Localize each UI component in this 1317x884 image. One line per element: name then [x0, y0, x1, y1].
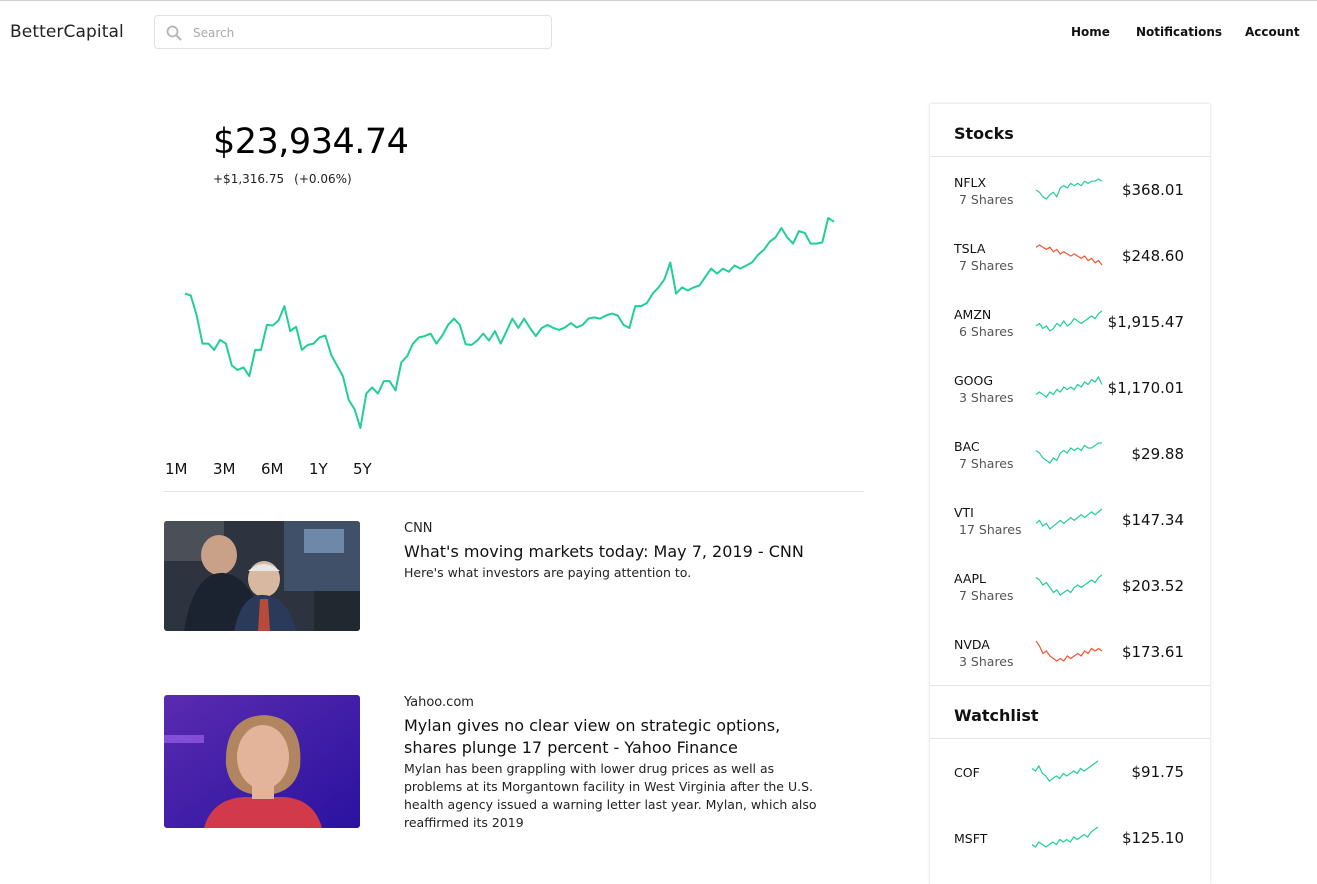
- watchlist-symbol: COF: [954, 765, 980, 780]
- watchlist-heading: Watchlist: [954, 706, 1039, 725]
- stock-shares: 3 Shares: [959, 654, 1014, 669]
- search-input[interactable]: [191, 22, 535, 44]
- stock-price: $173.61: [1121, 643, 1184, 661]
- watchlist-divider: [930, 738, 1210, 739]
- stock-sparkline: [1035, 640, 1103, 662]
- stock-price: $1,915.47: [1107, 313, 1184, 331]
- stock-price: $1,170.01: [1107, 379, 1184, 397]
- stock-shares: 3 Shares: [959, 390, 1014, 405]
- stock-row-goog[interactable]: GOOG 3 Shares $1,170.01: [930, 355, 1210, 421]
- app-logo[interactable]: BetterCapital: [10, 22, 124, 42]
- stock-row-aapl[interactable]: AAPL 7 Shares $203.52: [930, 553, 1210, 619]
- range-1y[interactable]: 1Y: [309, 460, 328, 478]
- sparkline-line: [1035, 508, 1103, 530]
- sparkline-line: [1035, 640, 1103, 662]
- watchlist-row-msft[interactable]: MSFT $125.10: [930, 805, 1210, 871]
- stock-row-bac[interactable]: BAC 7 Shares $29.88: [930, 421, 1210, 487]
- search-icon: [166, 25, 182, 41]
- sparkline-line: [1035, 178, 1103, 200]
- stock-price: $203.52: [1121, 577, 1184, 595]
- sparkline-line: [1031, 826, 1099, 848]
- stocks-heading: Stocks: [954, 124, 1014, 143]
- stock-symbol: AMZN: [954, 307, 992, 322]
- portfolio-change: +$1,316.75 (+0.06%): [213, 172, 352, 186]
- news-source: Yahoo.com: [404, 695, 474, 710]
- stock-shares: 7 Shares: [959, 258, 1014, 273]
- stock-row-nvda[interactable]: NVDA 3 Shares $173.61: [930, 619, 1210, 685]
- stock-symbol: AAPL: [954, 571, 986, 586]
- stock-row-amzn[interactable]: AMZN 6 Shares $1,915.47: [930, 289, 1210, 355]
- stock-sparkline: [1035, 178, 1103, 200]
- stock-price: $368.01: [1121, 181, 1184, 199]
- change-percent: (+0.06%): [294, 172, 352, 186]
- news-description: Here's what investors are paying attenti…: [404, 565, 692, 580]
- sparkline-line: [1035, 442, 1102, 464]
- stock-row-tsla[interactable]: TSLA 7 Shares $248.60: [930, 223, 1210, 289]
- sparkline-line: [1035, 574, 1103, 596]
- stock-shares: 7 Shares: [959, 456, 1014, 471]
- stock-shares: 6 Shares: [959, 324, 1014, 339]
- watchlist-sparkline: [1031, 760, 1099, 782]
- stock-price: $248.60: [1121, 247, 1184, 265]
- holdings-panel: Stocks NFLX 7 Shares $368.01 TSLA 7 Shares $2…: [930, 104, 1210, 884]
- nav-account[interactable]: Account: [1245, 25, 1300, 39]
- news-thumbnail[interactable]: [164, 521, 360, 631]
- watchlist-price: $91.75: [1131, 763, 1185, 781]
- stock-symbol: NVDA: [954, 637, 990, 652]
- range-1m[interactable]: 1M: [165, 460, 188, 478]
- watchlist-divider-top: [930, 685, 1210, 686]
- stock-shares: 17 Shares: [959, 522, 1022, 537]
- stock-sparkline: [1035, 508, 1103, 530]
- stock-row-vti[interactable]: VTI 17 Shares $147.34: [930, 487, 1210, 553]
- divider: [164, 491, 864, 492]
- stock-price: $147.34: [1121, 511, 1184, 529]
- news-thumbnail[interactable]: [164, 695, 360, 828]
- stock-sparkline: [1035, 244, 1103, 266]
- watchlist-price: $125.10: [1121, 829, 1184, 847]
- stock-symbol: VTI: [954, 505, 974, 520]
- news-title[interactable]: Mylan gives no clear view on strategic o…: [404, 716, 781, 757]
- watchlist-row-cof[interactable]: COF $91.75: [930, 739, 1210, 805]
- news-description: Mylan has been grappling with lower drug…: [404, 761, 817, 830]
- stock-symbol: NFLX: [954, 175, 987, 190]
- stock-sparkline: [1035, 375, 1103, 398]
- sparkline-line: [1031, 760, 1099, 782]
- news-title[interactable]: What's moving markets today: May 7, 2019…: [404, 542, 804, 561]
- news-source: CNN: [404, 521, 433, 536]
- stock-symbol: TSLA: [954, 241, 986, 256]
- stock-row-nflx[interactable]: NFLX 7 Shares $368.01: [930, 157, 1210, 223]
- range-5y[interactable]: 5Y: [353, 460, 372, 478]
- change-amount: +$1,316.75: [213, 172, 285, 186]
- range-6m[interactable]: 6M: [261, 460, 284, 478]
- stocks-divider: [930, 156, 1210, 157]
- stock-shares: 7 Shares: [959, 192, 1014, 207]
- stock-sparkline: [1035, 574, 1103, 596]
- watchlist-sparkline: [1031, 826, 1099, 848]
- nav-home[interactable]: Home: [1071, 25, 1110, 39]
- stock-symbol: BAC: [954, 439, 980, 454]
- top-border: [0, 0, 1317, 1]
- stock-shares: 7 Shares: [959, 588, 1014, 603]
- portfolio-value: $23,934.74: [213, 122, 409, 162]
- search-box[interactable]: [154, 15, 552, 49]
- sparkline-line: [1035, 310, 1103, 332]
- portfolio-line: [184, 217, 835, 429]
- range-3m[interactable]: 3M: [213, 460, 236, 478]
- nav-notifications[interactable]: Notifications: [1136, 25, 1223, 39]
- stock-sparkline: [1035, 310, 1103, 332]
- stock-symbol: GOOG: [954, 373, 994, 388]
- sparkline-line: [1035, 244, 1103, 266]
- portfolio-chart[interactable]: [160, 200, 860, 440]
- sparkline-line: [1035, 375, 1103, 398]
- stock-price: $29.88: [1131, 445, 1185, 463]
- stock-sparkline: [1035, 442, 1102, 464]
- watchlist-symbol: MSFT: [954, 831, 988, 846]
